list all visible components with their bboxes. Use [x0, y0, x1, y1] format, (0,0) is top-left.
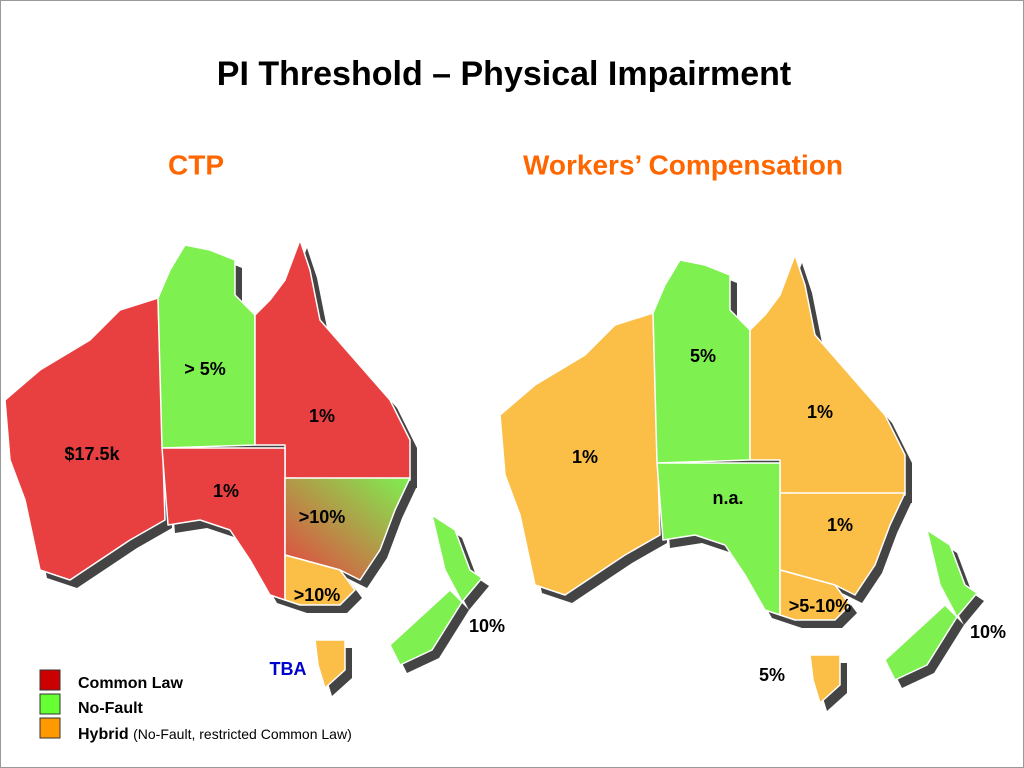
region-label: 1%: [807, 402, 833, 422]
region-label: $17.5k: [64, 444, 120, 464]
region-label: 5%: [759, 665, 785, 685]
region-label: 1%: [213, 481, 239, 501]
region-label: 10%: [970, 622, 1006, 642]
region-label: 1%: [309, 406, 335, 426]
map-heading: Workers’ Compensation: [523, 149, 843, 180]
legend-label: Hybrid: [78, 726, 129, 743]
region-label: >5-10%: [789, 596, 852, 616]
map-heading: CTP: [168, 149, 224, 180]
region-label: >10%: [294, 585, 341, 605]
legend-swatch: [39, 669, 61, 691]
legend-label: Hybrid (No-Fault, restricted Common Law): [78, 726, 352, 744]
slide-title: PI Threshold – Physical Impairment: [217, 55, 791, 93]
legend-swatch: [39, 693, 61, 715]
region-label: TBA: [270, 659, 307, 679]
wc-map: Workers’ Compensation 5% 1% 1% n.a. 1% >…: [499, 149, 1006, 711]
region-label: 10%: [469, 616, 505, 636]
legend-label: Common Law: [78, 675, 183, 692]
region-label: > 5%: [184, 359, 226, 379]
region-label: n.a.: [712, 488, 743, 508]
legend-note: (No-Fault, restricted Common Law): [133, 726, 352, 742]
region-label: 1%: [827, 515, 853, 535]
ctp-map: CTP > 5% 1% $17.5k 1% >10% >10% 10% TBA: [4, 149, 505, 696]
region: [254, 239, 411, 481]
legend: Common Law No-Fault Hybrid (No-Fault, re…: [39, 669, 352, 744]
legend-swatch: [39, 717, 61, 739]
region: [749, 254, 906, 496]
region-label: >10%: [299, 507, 346, 527]
region-label: 5%: [690, 346, 716, 366]
region-label: 1%: [572, 447, 598, 467]
legend-label: No-Fault: [78, 700, 144, 717]
